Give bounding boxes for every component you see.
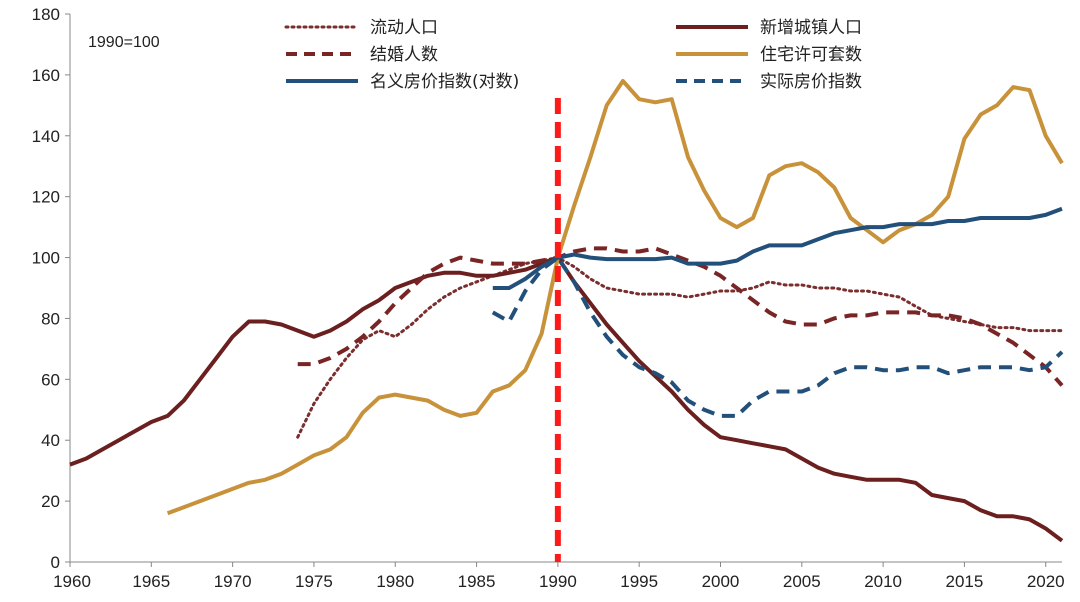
x-tick-label: 1975	[295, 572, 333, 591]
chart-series	[69, 79, 1064, 543]
legend-label: 名义房价指数(对数)	[370, 72, 519, 92]
legend-label: 结婚人数	[370, 45, 438, 65]
x-tick-label: 2000	[702, 572, 740, 591]
legend-label: 流动人口	[370, 18, 438, 38]
x-tick-label: 1960	[53, 572, 91, 591]
x-tick-label: 1980	[376, 572, 414, 591]
legend-label: 住宅许可套数	[760, 45, 862, 65]
y-tick-label: 20	[41, 492, 60, 511]
base-year-note: 1990=100	[88, 34, 160, 51]
series-line-2	[69, 255, 1064, 543]
y-tick-label: 40	[41, 431, 60, 450]
x-tick-label: 1970	[214, 572, 252, 591]
y-tick-label: 60	[41, 370, 60, 389]
x-tick-label: 1990	[539, 572, 577, 591]
series-line-1	[296, 256, 1064, 439]
x-tick-label: 1965	[132, 572, 170, 591]
series-line-4	[166, 79, 1064, 516]
series-line-3	[297, 246, 1064, 387]
y-tick-label: 100	[32, 249, 60, 268]
y-tick-label: 140	[32, 127, 60, 146]
x-tick-label: 1985	[458, 572, 496, 591]
x-tick-label: 2005	[783, 572, 821, 591]
series-line-5	[492, 206, 1063, 290]
legend-label: 实际房价指数	[760, 72, 862, 92]
x-tick-label: 2010	[864, 572, 902, 591]
y-tick-label: 80	[41, 309, 60, 328]
y-tick-label: 160	[32, 66, 60, 85]
x-tick-label: 1995	[620, 572, 658, 591]
y-tick-label: 180	[32, 5, 60, 24]
chart-axes: 0 20 40 60 80 100 120 140 160 180 1960 1965 1970 1975…	[32, 5, 1065, 591]
y-tick-label: 120	[32, 188, 60, 207]
y-tick-label: 0	[51, 553, 60, 572]
series-line-6	[491, 255, 1064, 418]
x-tick-label: 2020	[1027, 572, 1065, 591]
x-tick-label: 2015	[946, 572, 984, 591]
legend-label: 新增城镇人口	[760, 18, 862, 38]
